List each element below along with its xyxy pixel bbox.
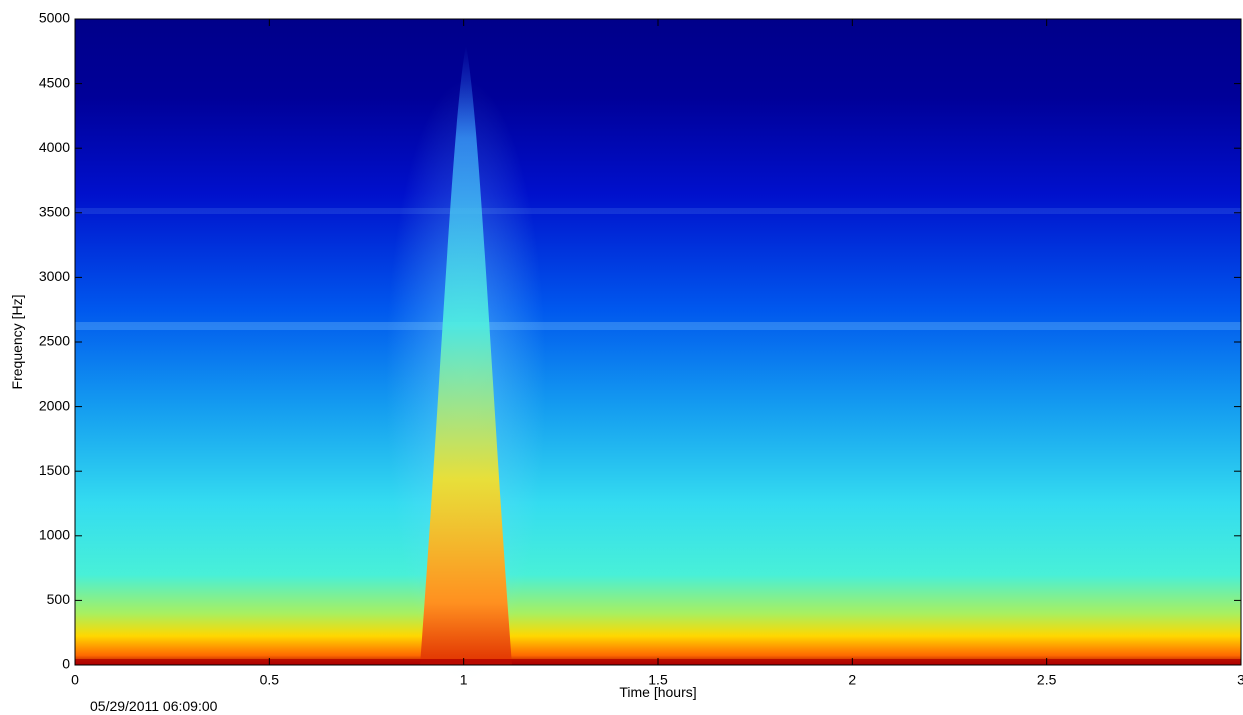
plot-area xyxy=(74,18,1242,680)
band-line xyxy=(75,322,1241,330)
event-spike xyxy=(420,45,512,665)
x-tick-label: 3 xyxy=(1237,672,1243,688)
x-tick-label: 2.5 xyxy=(1037,672,1057,688)
y-axis-label: Frequency [Hz] xyxy=(9,295,25,390)
x-tick-label: 0 xyxy=(71,672,79,688)
y-tick-label: 1500 xyxy=(39,462,70,478)
y-tick-label: 4000 xyxy=(39,139,70,155)
x-tick-label: 2 xyxy=(848,672,856,688)
y-tick-label: 4500 xyxy=(39,74,70,90)
y-tick-label: 1000 xyxy=(39,527,70,543)
y-tick-label: 5000 xyxy=(39,10,70,26)
y-tick-label: 2000 xyxy=(39,397,70,413)
y-tick-label: 0 xyxy=(62,656,70,672)
spectrogram-field xyxy=(75,19,1241,665)
y-tick-label: 3000 xyxy=(39,268,70,284)
x-tick-label: 1 xyxy=(460,672,468,688)
y-tick-label: 500 xyxy=(47,591,71,607)
annotation: 05/29/2011 06:09:00 xyxy=(90,698,218,714)
x-tick-label: 0.5 xyxy=(260,672,280,688)
y-tick-label: 3500 xyxy=(39,204,70,220)
x-tick-label: 1.5 xyxy=(648,672,668,688)
band-line xyxy=(75,208,1241,214)
x-axis-label: Time [hours] xyxy=(619,684,696,700)
y-tick-label: 2500 xyxy=(39,333,70,349)
